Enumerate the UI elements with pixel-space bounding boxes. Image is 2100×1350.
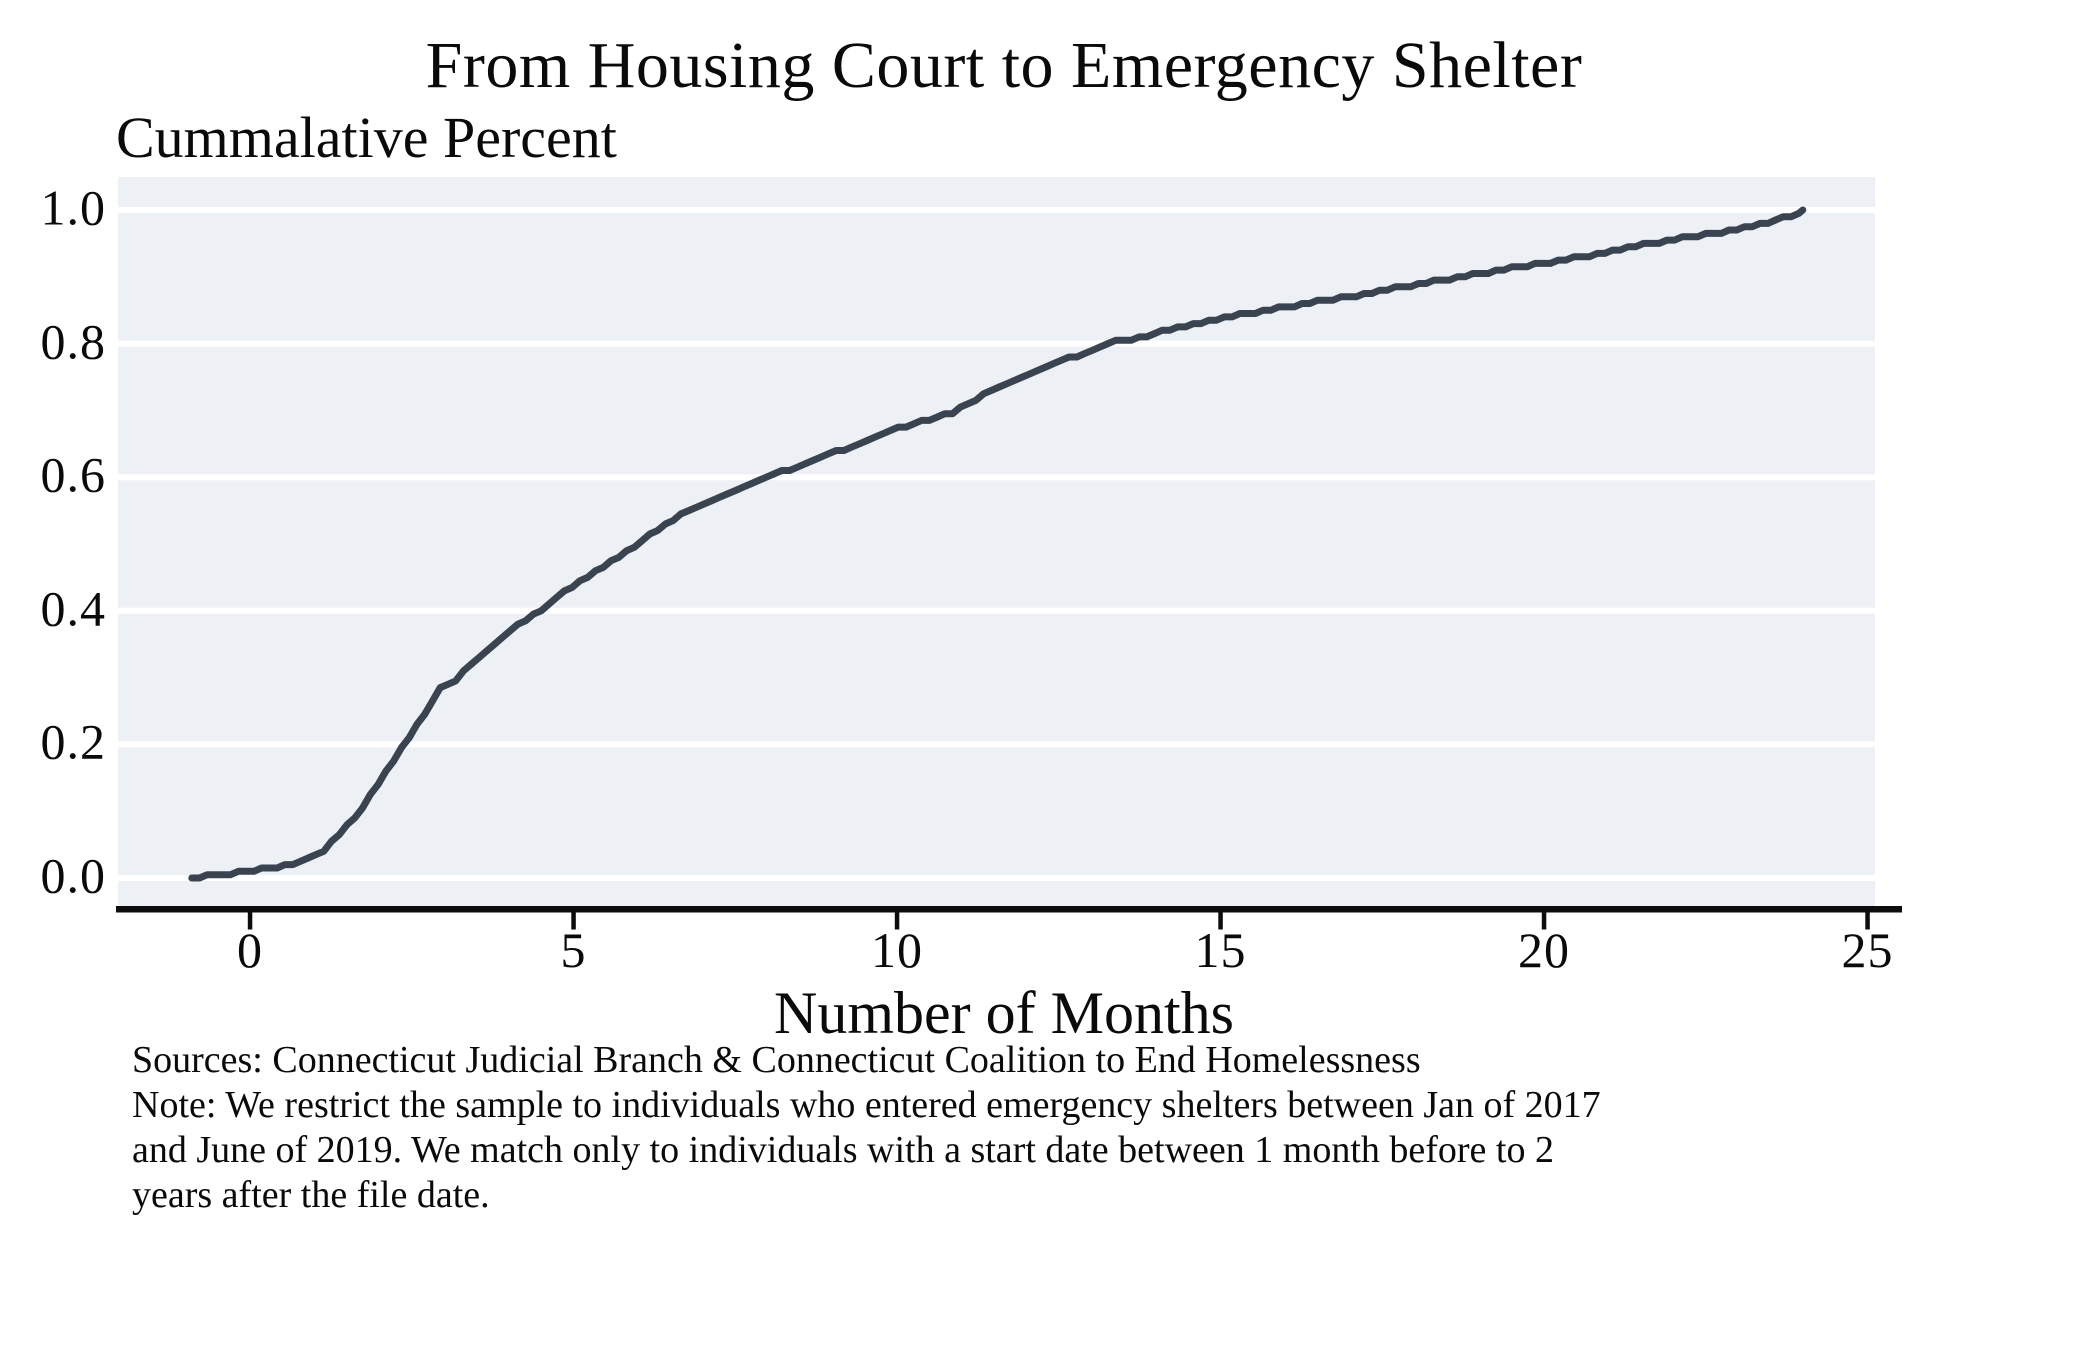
footnote-line-4: years after the file date. [132, 1174, 490, 1216]
x-tick-mark-10 [894, 912, 900, 930]
chart-title: From Housing Court to Emergency Shelter [425, 29, 1583, 102]
footnote-line-2: Note: We restrict the sample to individu… [132, 1084, 1601, 1126]
footnote-line-3: and June of 2019. We match only to indiv… [132, 1129, 1554, 1171]
x-tick-label-0: 0 [237, 922, 263, 978]
y-axis-title: Cummalative Percent [116, 105, 617, 170]
x-tick-mark-15 [1218, 912, 1223, 930]
footnote: Sources: Connecticut Judicial Branch & C… [132, 1038, 1962, 1218]
y-tick-label-0.6: 0.6 [40, 446, 106, 503]
x-axis-line [116, 906, 1902, 913]
x-tick-label-25: 25 [1841, 922, 1894, 978]
x-tick-label-15: 15 [1194, 922, 1247, 978]
cdf-curve [188, 206, 1807, 882]
x-tick-mark-20 [1541, 912, 1547, 930]
x-tick-mark-0 [247, 912, 253, 930]
footnote-line-1: Sources: Connecticut Judicial Branch & C… [132, 1039, 1421, 1081]
x-tick-label-20: 20 [1518, 922, 1570, 978]
y-tick-label-0.4: 0.4 [40, 580, 106, 637]
y-tick-label-0.8: 0.8 [40, 313, 106, 370]
x-axis-title: Number of Months [774, 980, 1234, 1046]
y-tick-label-0.2: 0.2 [40, 714, 106, 771]
x-tick-mark-5 [571, 912, 576, 930]
x-tick-label-10: 10 [871, 922, 923, 978]
y-tick-label-1.0: 1.0 [40, 179, 106, 236]
x-tick-mark-25 [1865, 912, 1870, 930]
x-tick-label-5: 5 [560, 922, 587, 978]
plot-background [118, 177, 1875, 906]
y-tick-label-0.0: 0.0 [40, 847, 106, 904]
